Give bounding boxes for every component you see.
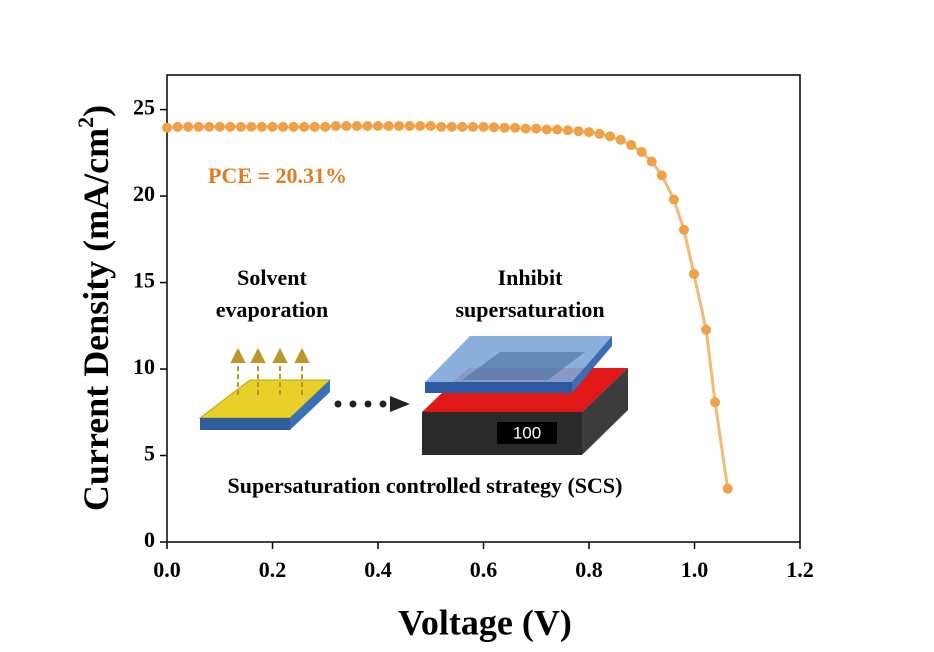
left-label: Solvent (237, 265, 307, 290)
right-label: Inhibit (498, 265, 563, 290)
data-point (446, 121, 457, 132)
y-title-sup: 2 (73, 117, 98, 128)
data-point (267, 121, 278, 132)
data-point (541, 124, 552, 135)
data-point (183, 121, 194, 132)
data-point (467, 121, 478, 132)
x-tick-label: 0.6 (470, 557, 498, 582)
data-point (552, 124, 563, 135)
data-point (626, 140, 637, 151)
data-point (678, 224, 689, 235)
data-point (193, 121, 204, 132)
left-label: evaporation (216, 297, 328, 322)
data-point (288, 121, 299, 132)
y-title-end: ) (76, 105, 116, 117)
data-point (235, 121, 246, 132)
data-point (362, 121, 373, 132)
data-point (594, 128, 605, 139)
data-point (701, 324, 712, 335)
data-point (204, 121, 215, 132)
data-point (436, 121, 447, 132)
data-point (688, 268, 699, 279)
data-point (309, 121, 320, 132)
data-point (214, 121, 225, 132)
right-label: supersaturation (455, 297, 604, 322)
data-point (162, 122, 172, 133)
data-point (710, 397, 721, 408)
data-point (668, 194, 679, 205)
data-point (615, 134, 626, 145)
data-point (299, 121, 310, 132)
data-point (425, 121, 436, 132)
y-title-text: Current Density (mA/cm (76, 128, 116, 511)
data-point (373, 121, 383, 132)
data-point (531, 123, 542, 134)
data-point (278, 121, 289, 132)
x-axis-title: Voltage (V) (398, 602, 572, 642)
data-point (330, 121, 341, 132)
inset-diagram (198, 336, 628, 455)
data-point (478, 121, 489, 132)
pce-label: PCE = 20.31% (208, 163, 347, 188)
data-point (573, 126, 584, 137)
x-tick-label: 0.0 (153, 557, 181, 582)
data-point (172, 121, 183, 132)
data-point (722, 483, 733, 494)
y-tick-label: 0 (144, 527, 155, 552)
y-axis-title: Current Density (mA/cm2) (73, 105, 116, 511)
data-point (256, 121, 267, 132)
data-point (457, 121, 468, 132)
data-point (394, 121, 405, 132)
y-tick-label: 25 (133, 95, 155, 120)
data-point (341, 121, 352, 132)
x-tick-label: 0.2 (259, 557, 287, 582)
y-tick-label: 20 (133, 181, 155, 206)
y-tick-label: 10 (133, 354, 155, 379)
data-point (225, 121, 236, 132)
data-point (520, 123, 531, 134)
data-point (383, 121, 394, 132)
orientation-label: 100 (513, 423, 541, 442)
x-tick-label: 0.4 (364, 557, 392, 582)
data-point (636, 146, 647, 157)
data-point (499, 122, 510, 133)
data-point (320, 121, 331, 132)
data-point (489, 122, 500, 133)
data-point (605, 131, 616, 142)
data-point (351, 121, 362, 132)
data-point (246, 121, 257, 132)
data-point (584, 127, 594, 138)
data-point (510, 122, 521, 133)
data-point (404, 121, 415, 132)
x-tick-label: 1.0 (681, 557, 709, 582)
x-tick-label: 1.2 (786, 557, 814, 582)
y-tick-label: 15 (133, 268, 155, 293)
data-point (656, 170, 667, 181)
data-point (415, 121, 426, 132)
y-tick-label: 5 (144, 441, 155, 466)
caption: Supersaturation controlled strategy (SCS… (228, 473, 623, 498)
data-point (562, 125, 573, 136)
x-tick-label: 0.8 (575, 557, 603, 582)
data-point (646, 156, 657, 167)
